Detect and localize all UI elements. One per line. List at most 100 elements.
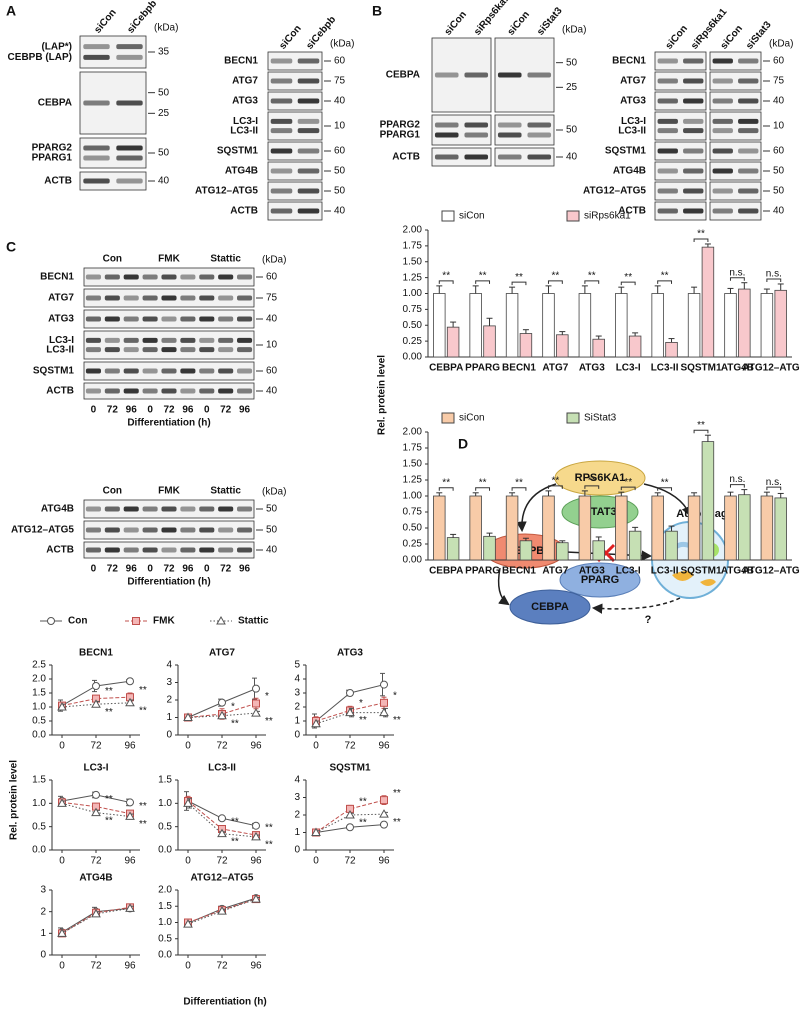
x-tick-label: 0 [313, 856, 319, 867]
blot-box [494, 147, 555, 167]
x-tick-label: PPARG [465, 566, 500, 577]
blot-box [79, 137, 147, 169]
y-tick-label: 4 [294, 775, 300, 786]
line [61, 801, 131, 815]
node-label: CEBPA [531, 601, 569, 613]
y-tick-label: 0 [294, 845, 300, 856]
lane-label: 96 [182, 564, 194, 575]
significance-label: * [265, 691, 269, 702]
y-tick-label: 0.0 [158, 950, 172, 961]
protein-label: ATG4B [613, 166, 646, 177]
band [83, 178, 110, 184]
band [683, 188, 704, 194]
lane-group-label: Stattic [210, 486, 241, 497]
marker-label: 25 [566, 82, 578, 93]
x-tick-label: PPARG [465, 363, 500, 374]
chart-title: ATG4B [79, 873, 112, 884]
band [527, 72, 552, 78]
node-label: RPS6KA1 [575, 472, 626, 484]
significance-label: * [231, 702, 235, 713]
protein-label: ATG12–ATG5 [11, 525, 74, 536]
unit-label: (kDa) [154, 23, 178, 34]
band [83, 145, 110, 151]
data-point [126, 677, 134, 686]
lane-group-label: FMK [158, 486, 180, 497]
x-tick-label: 96 [250, 741, 262, 752]
lane-group-label: Stattic [210, 254, 241, 265]
band [104, 337, 120, 343]
band [683, 118, 704, 124]
lane-group-label: Con [103, 486, 122, 497]
x-tick-label: 0 [185, 856, 191, 867]
y-tick-label: 1.75 [403, 241, 423, 252]
significance-label: n.s. [729, 267, 745, 278]
bar [483, 535, 496, 561]
x-tick-label: 0 [59, 856, 65, 867]
x-tick-label: SQSTM1 [680, 566, 722, 577]
lane-label: 0 [91, 405, 97, 416]
y-tick-label: 0.5 [32, 716, 46, 727]
significance-bracket [475, 487, 491, 491]
legend-label: Con [68, 616, 87, 627]
y-tick-label: 1.0 [158, 798, 172, 809]
band [237, 368, 253, 374]
band [142, 347, 158, 353]
lane-label: 72 [107, 564, 119, 575]
y-axis-label: Rel. protein level [377, 355, 388, 435]
band [527, 122, 552, 128]
band [104, 368, 120, 374]
band [237, 388, 253, 394]
band [270, 148, 293, 154]
bar [724, 293, 737, 358]
legend-label: siCon [459, 413, 485, 424]
blot-box [431, 147, 492, 167]
legend-label: Stattic [238, 616, 269, 627]
lane-label: siCon [719, 23, 745, 51]
marker-label: 75 [334, 76, 346, 87]
bar [615, 293, 628, 358]
band [85, 368, 101, 374]
x-tick-label: ATG3 [579, 363, 605, 374]
band [85, 506, 101, 512]
band [683, 78, 704, 84]
protein-label: PPARG1 [380, 130, 421, 141]
x-tick-label: 72 [90, 856, 102, 867]
significance-bracket [729, 484, 745, 488]
band [297, 58, 320, 64]
blot-box [267, 91, 323, 111]
bar [651, 293, 664, 358]
legend-label: siCon [459, 211, 485, 222]
band [85, 547, 101, 553]
band [237, 337, 253, 343]
band [657, 208, 678, 214]
protein-label: ATG4B [225, 166, 258, 177]
protein-label: ATG7 [620, 76, 646, 87]
y-tick-label: 0 [166, 730, 172, 741]
band [142, 388, 158, 394]
x-tick-label: CEBPA [429, 566, 463, 577]
band [180, 295, 196, 301]
blot-box [494, 114, 555, 146]
significance-bracket [766, 486, 782, 491]
significance-label: ** [479, 271, 487, 282]
x-tick-label: ATG4B [721, 363, 754, 374]
band [464, 72, 489, 78]
band [683, 168, 704, 174]
y-tick-label: 0.25 [403, 539, 423, 550]
band [123, 506, 139, 512]
x-tick-label: 96 [250, 856, 262, 867]
band [142, 506, 158, 512]
protein-label: ATG7 [232, 76, 258, 87]
band [218, 388, 234, 394]
lane-label: 72 [220, 564, 232, 575]
significance-label: n.s. [729, 474, 745, 485]
bar [738, 288, 751, 358]
band [738, 118, 759, 124]
significance-bracket [511, 487, 527, 491]
protein-label: ATG12–ATG5 [583, 186, 646, 197]
bar [469, 495, 482, 561]
significance-label: ** [139, 801, 147, 812]
band [161, 347, 177, 353]
blot-box [709, 161, 762, 181]
